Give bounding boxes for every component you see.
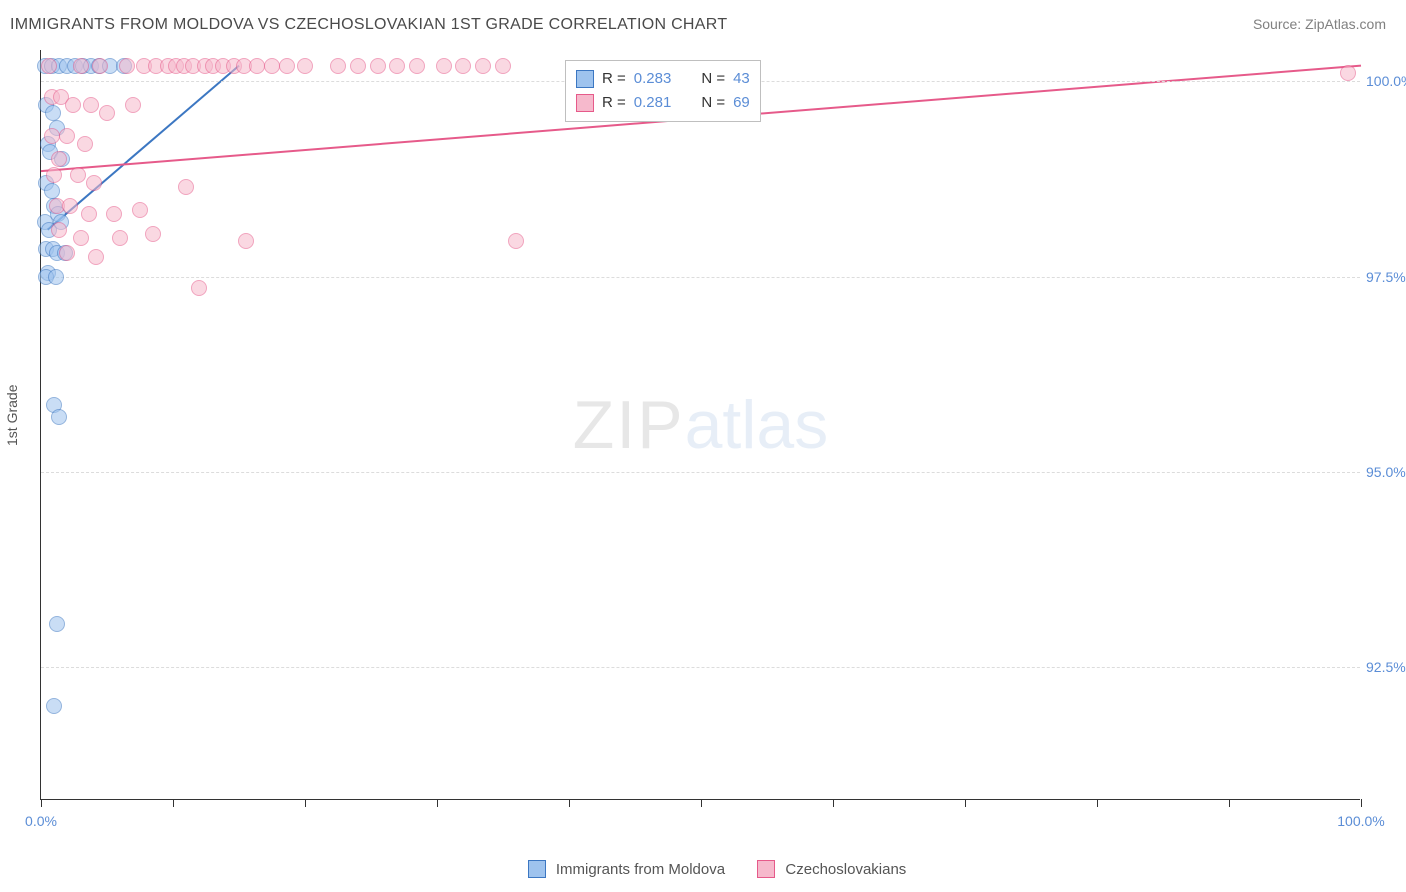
x-tick-label: 0.0% — [25, 813, 57, 829]
data-point-czech — [370, 58, 386, 74]
y-tick-label: 95.0% — [1366, 464, 1406, 480]
x-tick — [437, 799, 438, 807]
data-point-czech — [73, 58, 89, 74]
data-point-czech — [508, 233, 524, 249]
data-point-czech — [119, 58, 135, 74]
data-point-czech — [191, 280, 207, 296]
data-point-moldova — [49, 616, 65, 632]
legend-swatch-czech — [757, 860, 775, 878]
data-point-czech — [106, 206, 122, 222]
data-point-moldova — [48, 269, 64, 285]
legend-label-moldova: Immigrants from Moldova — [556, 861, 725, 878]
data-point-czech — [73, 230, 89, 246]
data-point-czech — [238, 233, 254, 249]
r-label: R = — [602, 91, 626, 115]
data-point-czech — [99, 105, 115, 121]
stats-legend: R = 0.283 N = 43 R = 0.281 N = 69 — [565, 60, 761, 122]
data-point-czech — [475, 58, 491, 74]
plot-svg — [41, 50, 1361, 800]
data-point-czech — [70, 167, 86, 183]
x-tick — [965, 799, 966, 807]
x-tick — [569, 799, 570, 807]
legend-swatch-moldova — [528, 860, 546, 878]
x-tick — [173, 799, 174, 807]
data-point-czech — [44, 128, 60, 144]
legend-label-czech: Czechoslovakians — [785, 861, 906, 878]
r-value: 0.283 — [634, 67, 672, 91]
data-point-czech — [81, 206, 97, 222]
data-point-czech — [455, 58, 471, 74]
data-point-czech — [436, 58, 452, 74]
data-point-czech — [62, 198, 78, 214]
data-point-czech — [41, 58, 57, 74]
data-point-czech — [46, 167, 62, 183]
data-point-czech — [409, 58, 425, 74]
x-tick — [1361, 799, 1362, 807]
data-point-czech — [92, 58, 108, 74]
n-label: N = — [701, 91, 725, 115]
legend-swatch-moldova-icon — [576, 70, 594, 88]
x-tick — [701, 799, 702, 807]
source-attribution: Source: ZipAtlas.com — [1253, 16, 1386, 32]
stats-legend-row-moldova: R = 0.283 N = 43 — [576, 67, 750, 91]
data-point-czech — [51, 151, 67, 167]
r-value: 0.281 — [634, 91, 672, 115]
x-tick — [1097, 799, 1098, 807]
data-point-czech — [297, 58, 313, 74]
stats-legend-row-czech: R = 0.281 N = 69 — [576, 91, 750, 115]
bottom-legend: Immigrants from Moldova Czechoslovakians — [0, 860, 1406, 878]
data-point-czech — [330, 58, 346, 74]
n-value: 43 — [733, 67, 750, 91]
y-tick-label: 100.0% — [1366, 73, 1406, 89]
gridline-h — [41, 472, 1360, 473]
gridline-h — [41, 277, 1360, 278]
chart-title: IMMIGRANTS FROM MOLDOVA VS CZECHOSLOVAKI… — [10, 16, 727, 34]
data-point-czech — [59, 128, 75, 144]
data-point-czech — [65, 97, 81, 113]
data-point-czech — [145, 226, 161, 242]
gridline-h — [41, 667, 1360, 668]
data-point-czech — [279, 58, 295, 74]
data-point-czech — [389, 58, 405, 74]
n-label: N = — [701, 67, 725, 91]
r-label: R = — [602, 67, 626, 91]
data-point-czech — [495, 58, 511, 74]
data-point-czech — [59, 245, 75, 261]
data-point-moldova — [44, 183, 60, 199]
data-point-czech — [86, 175, 102, 191]
y-tick-label: 92.5% — [1366, 659, 1406, 675]
x-tick-label: 100.0% — [1337, 813, 1384, 829]
source-name: ZipAtlas.com — [1305, 16, 1386, 32]
y-tick-label: 97.5% — [1366, 269, 1406, 285]
source-label: Source: — [1253, 16, 1305, 32]
data-point-czech — [125, 97, 141, 113]
n-value: 69 — [733, 91, 750, 115]
x-tick — [41, 799, 42, 807]
data-point-czech — [51, 222, 67, 238]
x-tick — [833, 799, 834, 807]
data-point-moldova — [51, 409, 67, 425]
data-point-moldova — [46, 698, 62, 714]
data-point-czech — [83, 97, 99, 113]
data-point-moldova — [45, 105, 61, 121]
data-point-czech — [1340, 65, 1356, 81]
x-tick — [305, 799, 306, 807]
data-point-czech — [132, 202, 148, 218]
data-point-czech — [178, 179, 194, 195]
plot-area: ZIPatlas 92.5%95.0%97.5%100.0%0.0%100.0% — [40, 50, 1360, 800]
y-axis-label: 1st Grade — [4, 385, 20, 446]
chart-container: IMMIGRANTS FROM MOLDOVA VS CZECHOSLOVAKI… — [0, 0, 1406, 892]
legend-swatch-czech-icon — [576, 94, 594, 112]
data-point-czech — [77, 136, 93, 152]
x-tick — [1229, 799, 1230, 807]
data-point-czech — [112, 230, 128, 246]
data-point-czech — [350, 58, 366, 74]
data-point-czech — [88, 249, 104, 265]
